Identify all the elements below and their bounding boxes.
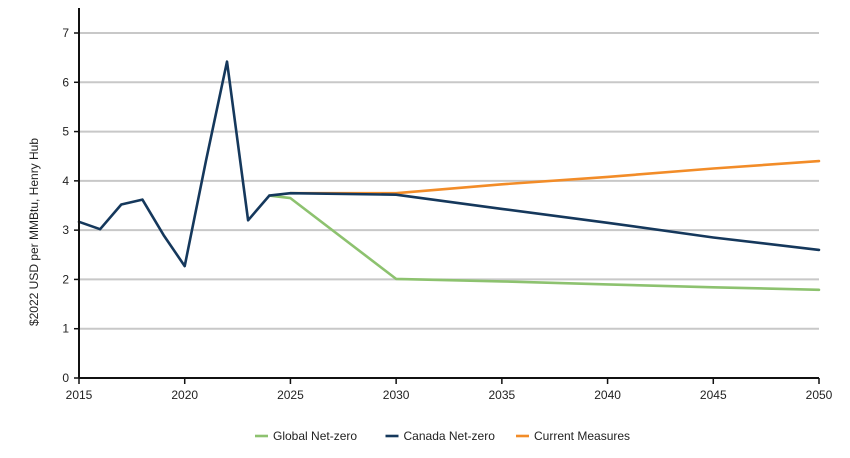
legend-label-current-measures: Current Measures [534, 429, 630, 443]
y-tick-label-1: 1 [62, 322, 69, 336]
y-tick-label-5: 5 [62, 125, 69, 139]
y-tick-label-2: 2 [62, 272, 69, 286]
series-line-canada-net-zero [77, 60, 821, 268]
series-lines [77, 60, 821, 292]
x-tick-labels: 2015 2020 2025 2030 2035 2040 2045 2050 [66, 388, 833, 402]
y-tick-label-4: 4 [62, 174, 69, 188]
x-tick-label-2050: 2050 [806, 388, 833, 402]
x-tick-label-2030: 2030 [383, 388, 410, 402]
legend-label-global-net-zero: Global Net-zero [273, 429, 357, 443]
x-tick-label-2040: 2040 [594, 388, 621, 402]
y-axis-title: $2022 USD per MMBtu, Henry Hub [27, 138, 41, 326]
gridlines [79, 32, 819, 330]
x-tick-label-2020: 2020 [171, 388, 198, 402]
axes [74, 8, 820, 384]
y-tick-labels: 0 1 2 3 4 5 6 7 [62, 26, 69, 385]
series-line-global-net-zero [267, 194, 821, 292]
x-tick-label-2025: 2025 [277, 388, 304, 402]
series-line-current-measures [289, 159, 821, 195]
legend-label-canada-net-zero: Canada Net-zero [404, 429, 496, 443]
x-tick-label-2015: 2015 [66, 388, 93, 402]
x-tick-label-2045: 2045 [700, 388, 727, 402]
x-tick-label-2035: 2035 [489, 388, 516, 402]
y-tick-label-0: 0 [62, 371, 69, 385]
y-tick-label-7: 7 [62, 26, 69, 40]
legend: Global Net-zero Canada Net-zero Current Me… [255, 429, 630, 443]
y-tick-label-3: 3 [62, 223, 69, 237]
y-tick-label-6: 6 [62, 75, 69, 89]
